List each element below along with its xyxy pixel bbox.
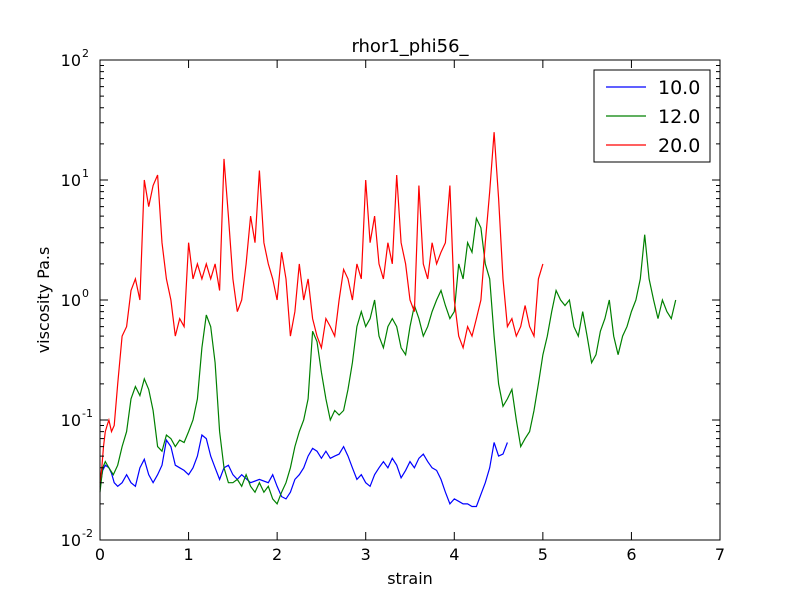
series-line-1 — [99, 216, 677, 506]
legend-label-2: 20.0 — [658, 135, 700, 157]
y-tick-exponent: 2 — [82, 47, 89, 60]
series-line-0 — [99, 433, 508, 508]
legend-label-0: 10.0 — [658, 77, 700, 99]
x-tick-label: 2 — [272, 545, 282, 564]
x-tick-label: 4 — [449, 545, 459, 564]
legend-label-1: 12.0 — [658, 106, 700, 128]
x-tick-label: 6 — [626, 545, 636, 564]
x-tick-label: 3 — [361, 545, 371, 564]
y-tick-exponent: 0 — [82, 287, 89, 300]
x-tick-label: 0 — [95, 545, 105, 564]
y-tick-exponent: -2 — [82, 527, 93, 540]
x-tick-label: 7 — [715, 545, 725, 564]
x-axis-label: strain — [387, 569, 433, 588]
y-tick-label: 10 — [61, 171, 81, 190]
y-tick-label: 10 — [61, 291, 81, 310]
y-tick-exponent: -1 — [82, 407, 93, 420]
chart-title: rhor1_phi56_ — [351, 36, 469, 57]
y-tick-label: 10 — [61, 51, 81, 70]
series-line-2 — [99, 132, 544, 483]
x-tick-label: 5 — [538, 545, 548, 564]
legend: 10.0 12.0 20.0 — [593, 69, 711, 163]
y-tick-label: 10 — [61, 411, 81, 430]
series-group — [99, 132, 677, 508]
x-tick-label: 1 — [183, 545, 193, 564]
y-axis-label: viscosity Pa.s — [34, 247, 53, 354]
y-tick-label: 10 — [61, 531, 81, 550]
y-tick-exponent: 1 — [82, 167, 89, 180]
